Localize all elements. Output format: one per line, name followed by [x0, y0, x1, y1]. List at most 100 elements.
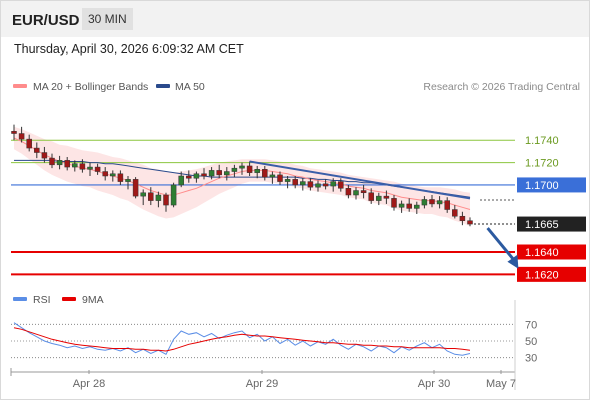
- candle-body: [467, 220, 473, 225]
- candle-body: [391, 198, 397, 208]
- bollinger-band: [14, 126, 470, 227]
- rsi-tick-label: 70: [525, 319, 537, 331]
- trendline: [249, 160, 471, 200]
- candle-body: [353, 190, 359, 196]
- support-label: 1.1640: [525, 247, 559, 259]
- candle-body: [307, 181, 314, 188]
- rsi-tick-label: 50: [525, 336, 537, 348]
- candle-body: [414, 204, 420, 209]
- x-axis: Apr 28 Apr 29 Apr 30 May 7: [10, 300, 516, 390]
- header-bar: EUR/USD 30 MIN: [1, 1, 589, 37]
- rsi-ma-legend-label: 9MA: [82, 294, 104, 306]
- candle-body: [338, 181, 344, 189]
- candle-body: [178, 175, 184, 186]
- forecast-arrow-head: [507, 254, 519, 269]
- candle-body: [201, 173, 207, 177]
- candle-body: [360, 190, 367, 194]
- candle-body: [322, 183, 329, 187]
- candle-body: [148, 192, 154, 201]
- candle-body: [239, 165, 245, 169]
- candle-body: [254, 169, 260, 173]
- candle-body: [87, 166, 93, 170]
- rsi-legend-swatch: [13, 297, 27, 301]
- candle-body: [269, 174, 276, 178]
- candle-body: [284, 179, 291, 182]
- resistance-label: 1.1740: [525, 135, 559, 147]
- candle-body: [72, 163, 78, 168]
- ma50-legend-label: MA 50: [175, 81, 205, 93]
- candle-body: [132, 179, 139, 197]
- rsi-tick-label: 30: [525, 353, 537, 365]
- candle-body: [452, 209, 458, 217]
- candle-body: [262, 169, 268, 178]
- timeframe-button[interactable]: 30 MIN: [82, 8, 133, 30]
- support-label: 1.1620: [525, 269, 559, 281]
- ma20-legend-label: MA 20 + Bollinger Bands: [33, 81, 148, 93]
- x-tick-label: Apr 28: [73, 378, 105, 390]
- support-label-box: [517, 244, 586, 260]
- rsi-legend: RSI 9MA: [13, 294, 104, 306]
- candle-body: [429, 199, 435, 205]
- candle-body: [315, 183, 321, 188]
- candle-body: [345, 188, 352, 196]
- candle-body: [18, 133, 25, 140]
- pivot-label-box: [517, 177, 586, 193]
- candle-body: [11, 131, 17, 134]
- candle-body: [224, 171, 230, 176]
- candle-body: [155, 194, 162, 201]
- x-tick-label: May 7: [486, 378, 516, 390]
- candle-body: [421, 199, 428, 206]
- chart-legend: MA 20 + Bollinger Bands MA 50 Research ©…: [13, 81, 580, 93]
- current-price-box: [517, 216, 586, 232]
- support-label-box: [517, 266, 586, 282]
- candle-body: [26, 138, 32, 149]
- candle-body: [64, 160, 70, 168]
- candle-body: [170, 184, 177, 206]
- candle-body: [193, 173, 200, 179]
- candle-body: [398, 203, 405, 208]
- candle-body: [125, 179, 131, 182]
- candle-body: [110, 173, 116, 177]
- candle-body: [300, 181, 306, 186]
- candle-body: [140, 192, 146, 197]
- resistance-label: 1.1720: [525, 158, 559, 170]
- candle-body: [459, 215, 466, 221]
- candle-body: [246, 165, 253, 173]
- rsi-line: [13, 322, 471, 356]
- datetime-label: Thursday, April 30, 2026 6:09:32 AM CET: [14, 42, 244, 56]
- forecast-arrow-shaft: [486, 227, 517, 263]
- candle-body: [186, 175, 192, 179]
- rsi-ma-legend-swatch: [62, 297, 76, 301]
- candle-body: [79, 163, 86, 170]
- price-plot: 1.1740 1.1720 1.1700 1.1665 1.1640 1.1620: [11, 124, 586, 282]
- candle-body: [56, 160, 63, 166]
- ma20-legend-swatch: [13, 84, 27, 88]
- ma50-legend-swatch: [156, 84, 170, 88]
- candle-body: [41, 152, 48, 159]
- candle-body: [368, 192, 374, 201]
- candle-body: [406, 203, 412, 209]
- candle-body: [231, 167, 238, 172]
- research-credit: Research © 2026 Trading Central: [423, 81, 580, 93]
- candle-body: [292, 179, 298, 186]
- pivot-label: 1.1700: [525, 180, 559, 192]
- rsi-ma-line: [13, 327, 471, 352]
- candle-body: [102, 171, 108, 177]
- x-tick-label: Apr 29: [246, 378, 278, 390]
- x-tick-label: Apr 30: [418, 378, 450, 390]
- current-price-label: 1.1665: [525, 219, 559, 231]
- candle-body: [330, 181, 336, 187]
- candle-body: [383, 195, 390, 199]
- candle-body: [216, 170, 222, 176]
- rsi-legend-label: RSI: [33, 294, 51, 306]
- rsi-plot: 70 50 30: [11, 319, 537, 365]
- candle-body: [376, 195, 382, 201]
- candle-body: [34, 147, 40, 153]
- candle-body: [277, 174, 283, 182]
- candle-body: [436, 200, 443, 205]
- candle-body: [94, 166, 101, 172]
- candle-body: [208, 170, 215, 177]
- candle-body: [49, 157, 55, 166]
- symbol-label: EUR/USD: [12, 12, 80, 29]
